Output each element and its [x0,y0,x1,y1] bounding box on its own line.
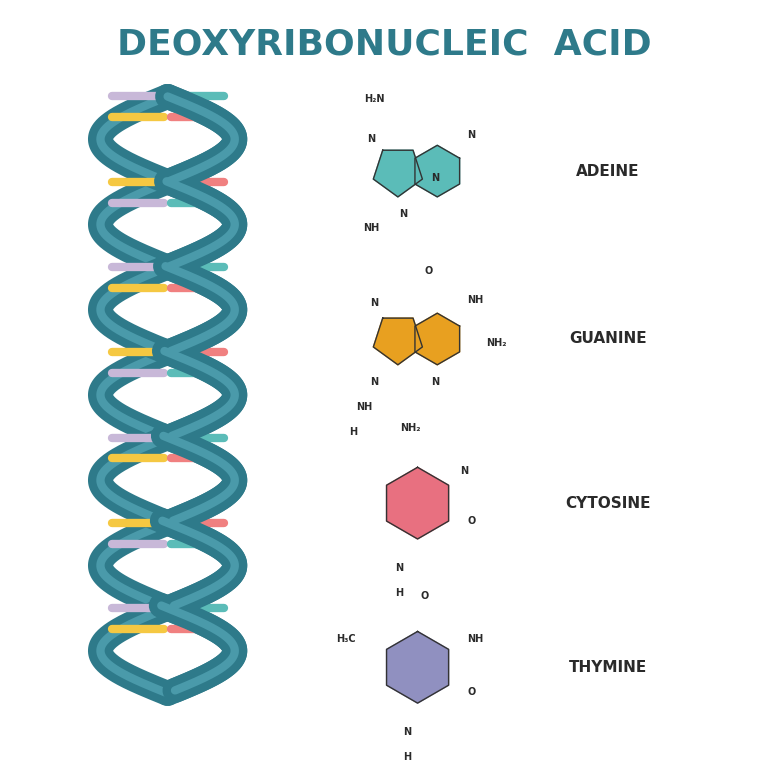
Text: NH: NH [363,223,379,233]
Polygon shape [415,145,459,197]
Polygon shape [415,313,459,365]
Text: GUANINE: GUANINE [569,332,647,346]
Text: H: H [349,427,357,437]
Text: N: N [432,174,439,184]
Text: NH: NH [356,402,372,412]
Text: H₂N: H₂N [364,94,385,104]
Text: NH₂: NH₂ [400,423,421,433]
Text: ADEINE: ADEINE [576,164,640,179]
Text: CYTOSINE: CYTOSINE [565,495,650,511]
Text: O: O [467,687,475,697]
Text: N: N [396,563,404,573]
Polygon shape [373,151,422,197]
Polygon shape [386,467,449,539]
Text: DEOXYRIBONUCLEIC  ACID: DEOXYRIBONUCLEIC ACID [117,27,651,61]
Text: NH: NH [467,634,483,644]
Text: H: H [396,588,404,598]
Text: N: N [402,727,411,737]
Text: NH₂: NH₂ [485,338,506,348]
Text: H: H [402,752,411,762]
Text: O: O [421,591,429,601]
Text: N: N [432,377,439,387]
Text: N: N [370,377,379,387]
Text: N: N [467,131,475,141]
Text: N: N [399,209,407,219]
Text: H₃C: H₃C [336,634,356,644]
Polygon shape [386,631,449,703]
Text: NH: NH [467,295,483,305]
Text: N: N [370,298,379,308]
Text: N: N [460,466,468,476]
Text: O: O [424,266,432,276]
Text: THYMINE: THYMINE [569,660,647,675]
Text: O: O [467,516,475,526]
Text: N: N [367,134,375,144]
Polygon shape [373,318,422,365]
